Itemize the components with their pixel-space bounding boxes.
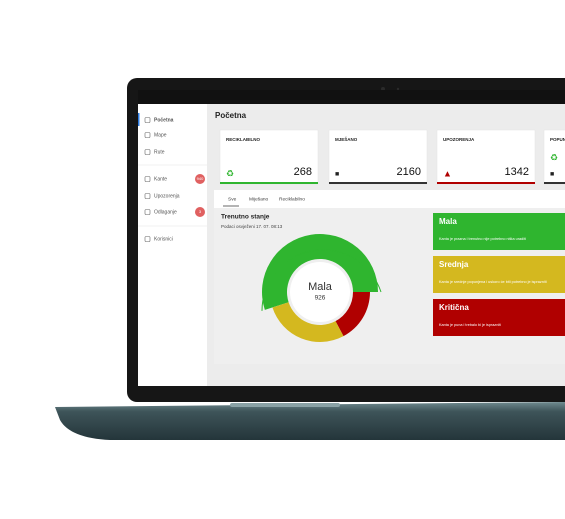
page-title: Početna [215,111,247,120]
legend-description: Kanta je prazna i trenutno nije potrebno… [439,237,526,241]
nav-icon [144,236,151,242]
nav-item: Odlaganje [154,209,177,215]
tab: Reciklabilno [279,196,305,202]
badge-count: 940 [197,176,204,181]
card-value: 268 [294,166,312,178]
card-icon: ■ [335,171,339,178]
screen: Početna Mape Rute Kante Upozorenja Odlaganje K… [138,90,565,386]
card-border [544,182,565,184]
legend-description: Kanta je srednje popunjena i uskoro će b… [439,280,547,284]
legend-description: Kanta je puna i trebalo bi je isprazniti [439,323,501,327]
laptop-base [55,402,565,440]
panel-title: Trenutno stanje [221,214,270,221]
stat-card [436,129,536,185]
badge [195,174,205,184]
nav-icon [144,117,151,123]
center-label: Mala [308,281,333,293]
sidebar [138,104,207,386]
legend-title: Srednja [439,260,469,269]
donut-yellow [272,302,344,342]
stat-card [328,129,428,185]
nav-item: Rute [154,149,165,155]
donut-green [262,234,378,310]
tab: Sve [228,196,237,202]
top-bar [138,90,565,104]
donut-highlight [261,249,382,311]
card-label: RECIKLABILNO [226,137,260,142]
panel-subtitle: Podaci osvježeni 17. 07. 08:13 [221,224,283,229]
legend-card [433,256,565,293]
card-value: 1342 [505,166,529,178]
legend-title: Kritična [439,303,469,312]
badge [195,207,205,217]
donut-center [290,262,350,322]
card-value: 2160 [397,166,421,178]
card-icon: ■ [550,171,554,178]
card-border [329,182,427,184]
card-border [437,182,535,184]
card-label: UPOZORENJA [443,137,475,142]
nav-item: Upozorenja [154,193,180,199]
legend-card [433,213,565,250]
legend-card [433,299,565,336]
card-label: POPUNJENOST [550,137,565,142]
trackpad-notch [230,403,340,407]
tab: Miješano [249,196,269,202]
active-indicator [138,113,140,126]
nav-icon [144,209,151,215]
nav-icon [144,149,151,155]
donut-red [335,292,370,337]
card-icon: ▲ [443,168,452,178]
stat-card [543,129,565,185]
nav-icon [144,193,151,199]
stat-card [219,129,319,185]
nav-item: Početna [154,117,174,123]
nav-icon [144,176,151,182]
nav-item: Korisnici [154,236,173,242]
nav-item: Kante [154,176,167,182]
badge-count: 3 [199,209,202,214]
card-icon: ♻ [226,168,234,178]
nav-item: Mape [154,132,167,138]
card-label: MJEŠANO [335,135,358,142]
nav-icon [144,132,151,138]
card-border [220,182,318,184]
sensor [396,87,400,91]
legend-title: Mala [439,217,457,226]
center-value: 926 [315,295,326,302]
card-icon: ♻ [550,152,558,162]
